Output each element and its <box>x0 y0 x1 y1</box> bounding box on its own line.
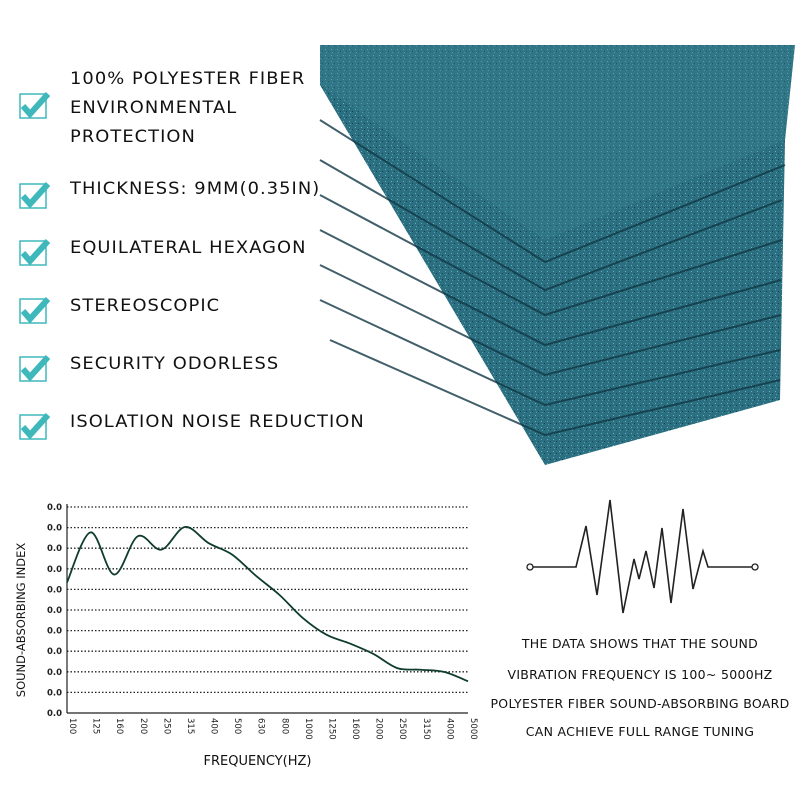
x-tick-label: 315 <box>185 718 195 734</box>
x-tick-label: 250 <box>161 718 171 734</box>
x-tick-label: 100 <box>67 718 77 734</box>
x-tick-label: 800 <box>279 718 289 734</box>
x-tick-label: 2000 <box>374 718 384 740</box>
y-tick-label: 0.0 <box>47 585 62 595</box>
y-tick-label: 0.0 <box>47 544 62 554</box>
absorption-curve <box>66 526 469 683</box>
caption-line: CAN ACHIEVE FULL RANGE TUNING <box>525 724 755 739</box>
feature-text: STEREOSCOPIC <box>70 296 221 316</box>
x-tick-label: 3150 <box>421 718 431 740</box>
waveform-end-icon <box>526 563 534 571</box>
y-tick-label: 0.0 <box>47 565 62 575</box>
x-axis-label: FREQUENCY(HZ) <box>203 754 311 769</box>
y-tick-label: 0.0 <box>47 606 62 616</box>
y-tick-label: 0.0 <box>47 503 62 513</box>
x-tick-label: 125 <box>91 718 101 734</box>
caption-line: THE DATA SHOWS THAT THE SOUND <box>521 636 759 651</box>
y-tick-label: 0.0 <box>47 709 62 719</box>
checkbox-check-icon <box>18 235 50 267</box>
checkbox-check-icon <box>18 293 50 325</box>
x-tick-label: 4000 <box>444 718 454 740</box>
x-tick-label: 1250 <box>326 718 336 740</box>
waveform-line <box>533 499 752 614</box>
x-tick-label: 200 <box>138 718 148 734</box>
x-tick-label: 5000 <box>468 718 478 740</box>
feature-text: THICKNESS: 9MM(0.35IN) <box>70 179 321 199</box>
x-tick-label: 160 <box>114 718 124 734</box>
waveform-end-icon <box>751 563 759 571</box>
y-axis-label: SOUND-ABSORBING INDEX <box>14 543 28 698</box>
checkbox-check-icon <box>18 178 50 210</box>
x-tick-label: 400 <box>209 718 219 734</box>
x-tick-label: 2500 <box>397 718 407 740</box>
y-tick-label: 0.0 <box>47 647 62 657</box>
y-tick-label: 0.0 <box>47 627 62 637</box>
sound-absorption-chart: 0.0 0.0 0.0 0.0 0.0 0.0 0.0 0.0 0.0 0.0 0.0 100 125 1… <box>14 503 478 769</box>
x-tick-label: 630 <box>256 718 266 734</box>
checkbox-check-icon <box>18 409 50 441</box>
felt-panel-stack-image <box>319 45 795 465</box>
feature-text: PROTECTION <box>70 127 196 147</box>
y-tick-label: 0.0 <box>47 688 62 698</box>
y-tick-label: 0.0 <box>47 524 62 534</box>
caption-line: VIBRATION FREQUENCY IS 100~ 5000HZ <box>507 667 773 682</box>
feature-text: EQUILATERAL HEXAGON <box>70 238 307 258</box>
y-tick-label: 0.0 <box>47 668 62 678</box>
x-tick-label: 1000 <box>303 718 313 740</box>
feature-text: ENVIRONMENTAL <box>70 98 238 118</box>
feature-text: SECURITY ODORLESS <box>70 354 280 374</box>
feature-text: ISOLATION NOISE REDUCTION <box>70 412 365 432</box>
checkbox-check-icon <box>18 88 50 120</box>
x-tick-label: 1600 <box>350 718 360 740</box>
x-tick-label: 500 <box>232 718 242 734</box>
caption-line: POLYESTER FIBER SOUND-ABSORBING BOARD <box>490 696 790 711</box>
checkbox-check-icon <box>18 351 50 383</box>
feature-text: 100% POLYESTER FIBER <box>70 69 306 89</box>
